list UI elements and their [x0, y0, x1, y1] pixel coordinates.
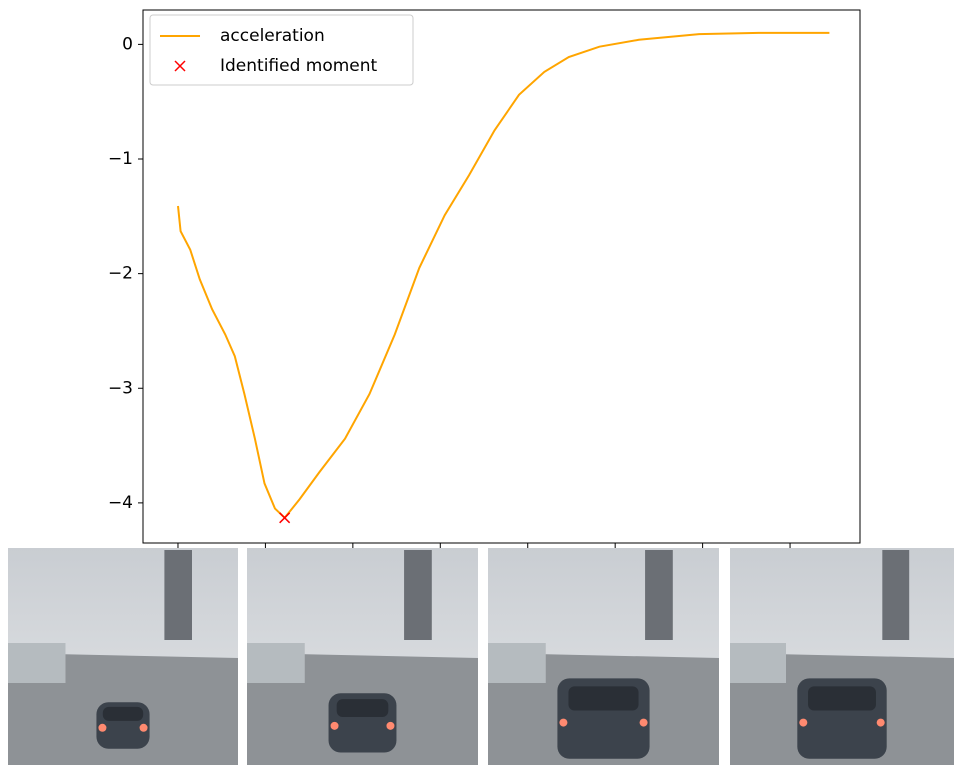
- photo-light: [98, 724, 106, 732]
- photo-light: [877, 719, 885, 727]
- photo-window: [568, 686, 638, 710]
- photo-wall: [8, 643, 66, 683]
- photo-window: [103, 707, 143, 721]
- photo-light: [331, 722, 339, 730]
- plot-frame: [143, 10, 860, 543]
- photo-light: [640, 719, 648, 727]
- photo-window: [337, 699, 389, 717]
- photo-building: [645, 550, 673, 640]
- photo-wall: [488, 643, 546, 683]
- photo-window: [808, 686, 876, 710]
- camera-frames: [8, 548, 954, 765]
- photo-light: [559, 719, 567, 727]
- legend-label: acceleration: [220, 26, 325, 46]
- y-tick-label: 0: [122, 34, 133, 54]
- photo-wall: [247, 643, 305, 683]
- marker: [280, 513, 290, 523]
- line: [178, 33, 829, 518]
- y-tick-label: −3: [108, 378, 133, 398]
- photo-building: [404, 550, 432, 640]
- legend-label: Identified moment: [220, 56, 378, 76]
- photo-light: [386, 722, 394, 730]
- photo-building: [164, 550, 192, 640]
- y-tick-label: −4: [108, 493, 133, 513]
- y-tick-label: −1: [108, 149, 133, 169]
- y-tick-label: −2: [108, 264, 133, 284]
- photo-light: [799, 719, 807, 727]
- photo-light: [140, 724, 148, 732]
- photo-building: [882, 550, 909, 640]
- figure: 0 −1 −2 −3 −4 acceleration Identified moment: [0, 0, 954, 765]
- photo-wall: [730, 643, 786, 683]
